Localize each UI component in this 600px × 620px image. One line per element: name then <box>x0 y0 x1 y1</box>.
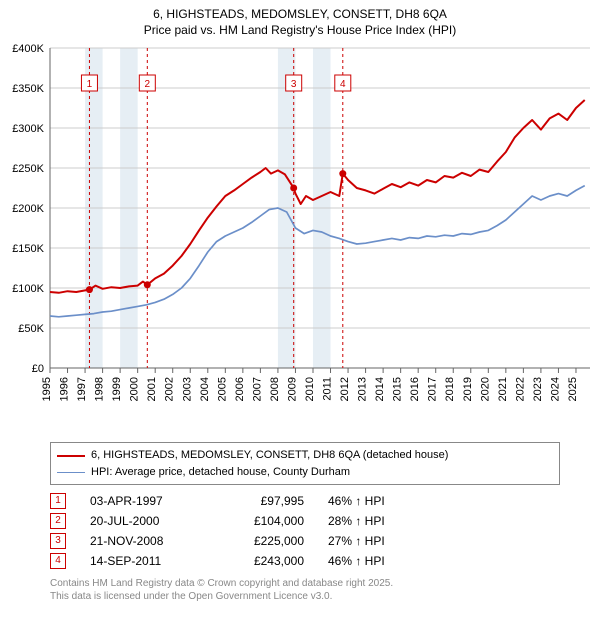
svg-text:£350K: £350K <box>12 83 44 95</box>
svg-text:2017: 2017 <box>427 377 439 401</box>
sales-row: 1 03-APR-1997 £97,995 46% ↑ HPI <box>50 491 560 511</box>
sale-price: £97,995 <box>224 494 304 508</box>
sale-pct: 46% ↑ HPI <box>328 494 438 508</box>
legend-swatch <box>57 455 85 457</box>
svg-text:2016: 2016 <box>409 377 421 401</box>
svg-text:3: 3 <box>291 79 297 90</box>
svg-text:4: 4 <box>340 79 346 90</box>
sale-marker-box: 2 <box>50 513 66 529</box>
chart-svg: £0 £50K £100K £150K £200K £250K £300K £350K £400… <box>0 38 600 438</box>
svg-text:2002: 2002 <box>164 377 176 401</box>
svg-text:£300K: £300K <box>12 123 44 135</box>
sale-price: £104,000 <box>224 514 304 528</box>
sale-date: 14-SEP-2011 <box>90 554 200 568</box>
svg-text:2021: 2021 <box>497 377 509 401</box>
svg-text:2024: 2024 <box>549 377 561 401</box>
svg-text:1: 1 <box>87 79 93 90</box>
svg-text:2023: 2023 <box>532 377 544 401</box>
footer-line-2: This data is licensed under the Open Gov… <box>50 590 560 603</box>
legend-swatch <box>57 472 85 473</box>
svg-text:£200K: £200K <box>12 203 44 215</box>
sale-price: £225,000 <box>224 534 304 548</box>
sale-marker-box: 1 <box>50 493 66 509</box>
sale-date: 20-JUL-2000 <box>90 514 200 528</box>
sale-marker-box: 4 <box>50 553 66 569</box>
svg-text:£50K: £50K <box>18 323 44 335</box>
sale-pct: 28% ↑ HPI <box>328 514 438 528</box>
footer-line-1: Contains HM Land Registry data © Crown c… <box>50 577 560 590</box>
legend-row: HPI: Average price, detached house, Coun… <box>57 464 553 481</box>
footer: Contains HM Land Registry data © Crown c… <box>50 577 560 603</box>
svg-text:2014: 2014 <box>374 377 386 401</box>
svg-text:1996: 1996 <box>59 377 71 401</box>
svg-text:2004: 2004 <box>199 377 211 401</box>
sale-date: 03-APR-1997 <box>90 494 200 508</box>
svg-text:£400K: £400K <box>12 43 44 55</box>
svg-text:2018: 2018 <box>444 377 456 401</box>
svg-text:1999: 1999 <box>111 377 123 401</box>
legend-label: 6, HIGHSTEADS, MEDOMSLEY, CONSETT, DH8 6… <box>91 447 448 464</box>
svg-text:2013: 2013 <box>357 377 369 401</box>
chart-title: 6, HIGHSTEADS, MEDOMSLEY, CONSETT, DH8 6… <box>0 0 600 38</box>
sales-row: 2 20-JUL-2000 £104,000 28% ↑ HPI <box>50 511 560 531</box>
sales-row: 3 21-NOV-2008 £225,000 27% ↑ HPI <box>50 531 560 551</box>
sale-price: £243,000 <box>224 554 304 568</box>
svg-text:2019: 2019 <box>462 377 474 401</box>
legend: 6, HIGHSTEADS, MEDOMSLEY, CONSETT, DH8 6… <box>50 442 560 485</box>
sale-marker-box: 3 <box>50 533 66 549</box>
legend-row: 6, HIGHSTEADS, MEDOMSLEY, CONSETT, DH8 6… <box>57 447 553 464</box>
svg-text:£100K: £100K <box>12 283 44 295</box>
svg-text:2011: 2011 <box>322 377 334 401</box>
svg-text:2: 2 <box>145 79 151 90</box>
svg-text:2012: 2012 <box>339 377 351 401</box>
svg-text:2020: 2020 <box>479 377 491 401</box>
svg-text:2015: 2015 <box>392 377 404 401</box>
svg-text:2000: 2000 <box>129 377 141 401</box>
sales-table: 1 03-APR-1997 £97,995 46% ↑ HPI 2 20-JUL-2000… <box>50 491 560 571</box>
chart: £0 £50K £100K £150K £200K £250K £300K £350K £400… <box>0 38 600 438</box>
svg-text:£0: £0 <box>32 363 44 375</box>
svg-text:2003: 2003 <box>181 377 193 401</box>
title-line-2: Price paid vs. HM Land Registry's House … <box>0 22 600 38</box>
sales-row: 4 14-SEP-2011 £243,000 46% ↑ HPI <box>50 551 560 571</box>
svg-text:2009: 2009 <box>286 377 298 401</box>
svg-text:2025: 2025 <box>567 377 579 401</box>
svg-text:£250K: £250K <box>12 163 44 175</box>
sale-date: 21-NOV-2008 <box>90 534 200 548</box>
title-line-1: 6, HIGHSTEADS, MEDOMSLEY, CONSETT, DH8 6… <box>0 6 600 22</box>
legend-label: HPI: Average price, detached house, Coun… <box>91 464 350 481</box>
page-container: 6, HIGHSTEADS, MEDOMSLEY, CONSETT, DH8 6… <box>0 0 600 603</box>
svg-text:2001: 2001 <box>146 377 158 401</box>
svg-text:1998: 1998 <box>94 377 106 401</box>
svg-text:2022: 2022 <box>514 377 526 401</box>
sale-pct: 27% ↑ HPI <box>328 534 438 548</box>
svg-text:£150K: £150K <box>12 243 44 255</box>
svg-text:2006: 2006 <box>234 377 246 401</box>
svg-text:2005: 2005 <box>216 377 228 401</box>
svg-text:1997: 1997 <box>76 377 88 401</box>
svg-text:2008: 2008 <box>269 377 281 401</box>
svg-text:2010: 2010 <box>304 377 316 401</box>
svg-text:1995: 1995 <box>41 377 53 401</box>
svg-text:2007: 2007 <box>251 377 263 401</box>
sale-pct: 46% ↑ HPI <box>328 554 438 568</box>
